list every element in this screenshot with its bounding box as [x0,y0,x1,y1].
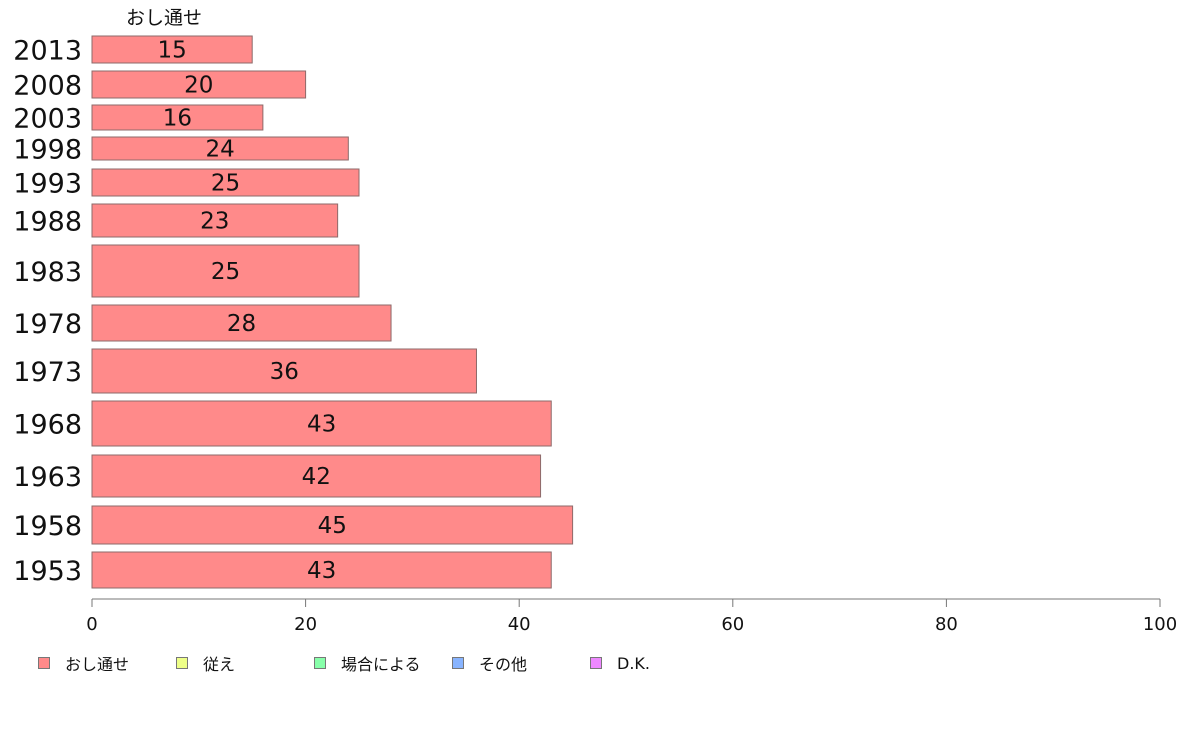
legend-swatch [38,657,50,669]
category-label: 1998 [13,135,82,166]
bar-value-label: 28 [227,311,256,337]
bar-value-label: 45 [318,513,347,539]
bar [91,348,477,394]
bar [91,505,574,545]
category-label: 1953 [13,556,82,587]
bar [91,400,552,447]
legend-item-dk: D.K. [590,652,650,674]
category-label: 1993 [13,169,82,200]
bar [91,35,253,64]
bar-value-label: 20 [184,73,213,99]
legend-swatch [452,657,464,669]
x-tick-label: 100 [1143,614,1177,635]
legend-item-baai: 場合による [314,652,421,674]
category-label: 1968 [13,410,82,441]
bar-value-label: 23 [200,209,229,235]
bar [91,168,360,197]
bar-value-label: 43 [307,412,336,438]
bars-group: 2013 15 2008 20 2003 16 1998 24 1993 25 1988 23 1983… [13,35,574,589]
category-label: 1973 [13,357,82,388]
legend-label: D.K. [617,653,650,673]
category-label: 1988 [13,207,82,238]
category-label: 2003 [13,104,82,135]
legend-item-oshitose: おし通せ [38,652,129,674]
legend-item-shitagae: 従え [176,652,235,674]
bar [91,70,307,99]
category-label: 2013 [13,36,82,67]
category-label: 2008 [13,71,82,102]
x-tick-label: 0 [86,614,97,635]
category-label: 1978 [13,309,82,340]
x-tick-label: 40 [508,614,531,635]
series-header: おし通せ [126,7,202,29]
bar-value-label: 43 [307,558,336,584]
legend-swatch [176,657,188,669]
bar [91,203,339,238]
legend-label: おし通せ [65,655,130,674]
bar-value-label: 36 [270,359,299,385]
category-label: 1983 [13,257,82,288]
legend: おし通せ 従え 場合による その他 D.K. [38,652,738,674]
x-axis: 0 20 40 60 80 100 [86,598,1177,635]
bar-value-label: 25 [211,259,240,285]
category-label: 1963 [13,462,82,493]
bar-value-label: 15 [157,38,186,64]
bar-value-label: 42 [302,464,331,490]
x-tick-label: 20 [294,614,317,635]
bar [91,551,552,589]
legend-label: 従え [203,655,236,674]
bar [91,454,542,498]
legend-swatch [590,657,602,669]
legend-label: その他 [479,655,528,674]
bar [91,304,392,342]
bar [91,104,264,131]
bar-value-label: 24 [206,137,235,163]
category-label: 1958 [13,511,82,542]
bar [91,244,360,298]
x-tick-label: 80 [935,614,958,635]
x-tick-label: 60 [721,614,744,635]
legend-item-sonota: その他 [452,652,527,674]
legend-label: 場合による [341,655,421,674]
bar-value-label: 25 [211,171,240,197]
bar-value-label: 16 [163,106,192,132]
legend-swatch [314,657,326,669]
bar [91,136,349,161]
